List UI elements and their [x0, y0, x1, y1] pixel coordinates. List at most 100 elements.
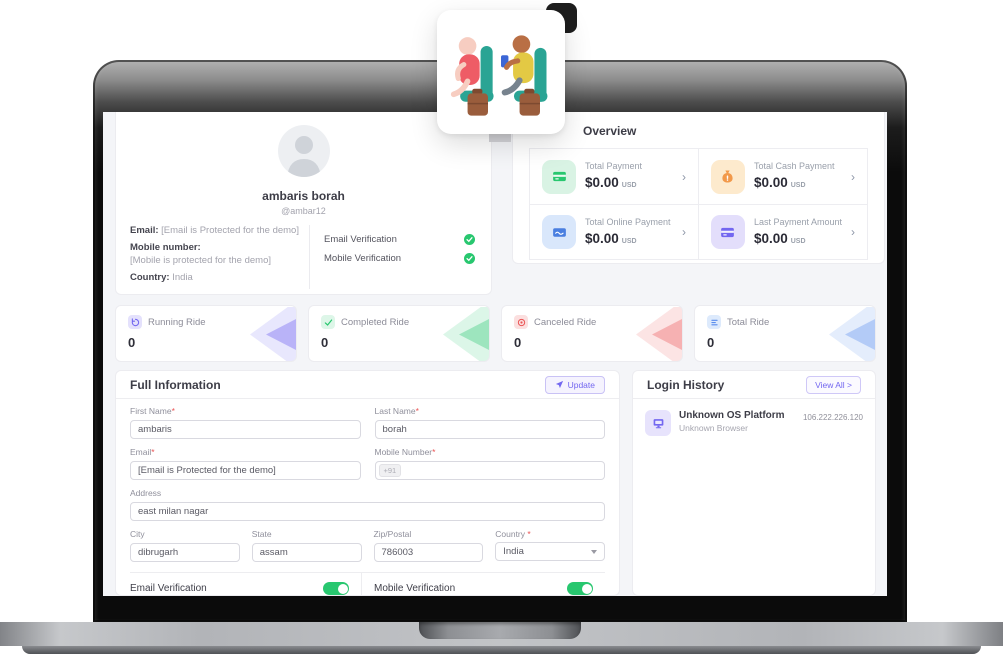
- laptop-base: [0, 622, 1003, 646]
- pay-text: Total Payment $0.00 USD: [585, 161, 673, 192]
- profile-email-row: Email: [Email is Protected for the demo]: [130, 225, 309, 237]
- laptop-notch: [419, 622, 581, 639]
- credit-card-icon: [542, 159, 576, 194]
- pay-label: Total Cash Payment: [753, 161, 835, 171]
- completed-ride-card: Completed Ride 0: [308, 305, 490, 362]
- login-entry-text: Unknown OS Platform Unknown Browser: [679, 410, 795, 436]
- mobile-verification-toggle[interactable]: [567, 582, 593, 595]
- avatar: [277, 125, 330, 177]
- profile-mobile-label-row: Mobile number:: [130, 242, 309, 254]
- country-field-label: Country *: [495, 529, 531, 539]
- country-select-value: India: [503, 546, 524, 557]
- total-online-payment-cell[interactable]: Total Online Payment $0.00 USD ›: [530, 204, 698, 259]
- chevron-right-icon: ›: [851, 169, 855, 184]
- pay-label: Total Payment: [585, 161, 643, 171]
- money-bag-icon: [710, 159, 745, 194]
- first-name-label: First Name*: [130, 406, 175, 416]
- running-ride-card: Running Ride 0: [115, 305, 297, 362]
- online-payment-icon: [542, 215, 576, 249]
- pay-value: $0.00: [585, 230, 619, 246]
- last-name-label: Last Name*: [374, 406, 419, 416]
- verified-check-icon: [464, 234, 475, 245]
- chevron-right-icon: ›: [681, 225, 686, 239]
- passengers-illustration: [450, 35, 548, 116]
- payment-grid: Total Payment $0.00 USD › Total Cash Paym…: [529, 148, 868, 260]
- email-verification-label: Email Verification: [324, 234, 397, 245]
- state-field[interactable]: [251, 543, 362, 562]
- total-payment-cell[interactable]: Total Payment $0.00 USD ›: [530, 149, 698, 204]
- country-label: Country:: [130, 271, 170, 283]
- phone-prefix-chip: +91: [378, 463, 402, 477]
- mobile-number-field[interactable]: [374, 461, 605, 480]
- overview-title: Overview: [583, 124, 637, 138]
- profile-username: @ambar12: [281, 206, 326, 216]
- login-history-entry: Unknown OS Platform Unknown Browser 106.…: [633, 399, 875, 447]
- chevron-right-icon: ›: [851, 225, 855, 239]
- state-label: State: [251, 529, 272, 539]
- pay-label: Total Online Payment: [585, 216, 671, 227]
- login-ip: 106.222.226.120: [802, 413, 863, 422]
- avatar-wrap: [116, 112, 491, 182]
- pay-text: Total Cash Payment $0.00 USD: [754, 161, 842, 192]
- email-verification-toggle-label: Email Verification: [130, 583, 207, 594]
- view-all-button[interactable]: View All >: [806, 375, 861, 394]
- laptop-screen: ambaris borah @ambar12 Email: [Email is …: [103, 112, 887, 596]
- mobile-verification-toggle-label: Mobile Verification: [374, 583, 456, 594]
- email-verification-toggle-row: Email Verification: [130, 573, 361, 596]
- mobile-label: Mobile number:: [130, 241, 201, 253]
- illustration-card: [437, 10, 565, 134]
- mobile-verification-row: Mobile Verification: [324, 253, 475, 264]
- decor-arrow-left: [443, 307, 489, 361]
- pay-currency: USD: [621, 182, 637, 189]
- pay-text: Total Online Payment $0.00 USD: [585, 217, 673, 248]
- login-history-card: Login History View All > Unknown OS Plat…: [632, 370, 876, 596]
- profile-card: ambaris borah @ambar12 Email: [Email is …: [115, 112, 492, 295]
- last-payment-amount-cell[interactable]: Last Payment Amount $0.00 USD ›: [697, 204, 867, 259]
- zip-field[interactable]: [373, 543, 484, 562]
- monitor-icon: [645, 410, 671, 436]
- pay-text: Last Payment Amount $0.00 USD: [754, 217, 842, 248]
- mobile-verification-toggle-row: Mobile Verification: [361, 573, 605, 596]
- update-button-label: Update: [567, 379, 595, 390]
- total-cash-payment-cell[interactable]: Total Cash Payment $0.00 USD ›: [697, 149, 867, 204]
- first-name-field[interactable]: [130, 420, 361, 439]
- laptop-foot: [22, 646, 981, 654]
- decor-arrow-left: [829, 307, 875, 361]
- email-verification-row: Email Verification: [324, 234, 475, 245]
- email-field-label: Email*: [130, 447, 155, 457]
- stat-label: Total Ride: [727, 316, 770, 328]
- city-field[interactable]: [130, 543, 240, 562]
- login-history-title: Login History: [647, 377, 725, 392]
- last-name-field[interactable]: [374, 420, 605, 439]
- email-label: Email:: [130, 225, 159, 236]
- illustration-stand: [489, 133, 511, 142]
- stat-value: 0: [321, 335, 329, 350]
- pay-currency: USD: [621, 237, 637, 245]
- stat-label: Completed Ride: [341, 316, 410, 328]
- stat-value: 0: [514, 335, 522, 350]
- verified-check-icon: [464, 253, 475, 264]
- profile-info: Email: [Email is Protected for the demo]…: [130, 225, 309, 289]
- country-select[interactable]: India: [495, 542, 605, 561]
- stat-value: 0: [128, 335, 136, 350]
- email-verification-toggle[interactable]: [323, 582, 349, 595]
- list-icon: [707, 315, 721, 329]
- email-field[interactable]: [130, 461, 361, 480]
- check-icon: [321, 315, 335, 329]
- person-silhouette-icon: [286, 136, 321, 177]
- payment-overview-card: Overview Total Payment $0.00 USD ›: [512, 112, 885, 264]
- chevron-down-icon: [591, 549, 597, 554]
- pay-value: $0.00: [753, 230, 788, 246]
- email-value: [Email is Protected for the demo]: [161, 225, 299, 236]
- pay-currency: USD: [790, 182, 806, 189]
- address-label: Address: [130, 488, 162, 498]
- mobile-value: [Mobile is protected for the demo]: [130, 254, 271, 266]
- pay-value: $0.00: [585, 175, 619, 190]
- zip-label: Zip/Postal: [373, 529, 412, 539]
- overview-head: Overview: [513, 112, 884, 145]
- country-value: India: [172, 271, 193, 283]
- address-field[interactable]: [130, 502, 605, 521]
- update-button[interactable]: Update: [544, 375, 605, 394]
- cancel-icon: [514, 315, 528, 329]
